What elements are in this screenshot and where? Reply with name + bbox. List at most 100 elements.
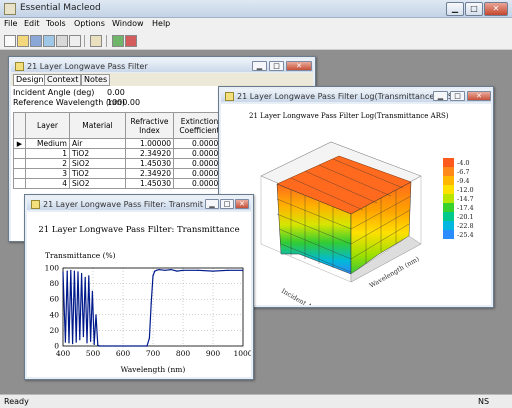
- series-point: [62, 271, 64, 273]
- series-point: [93, 343, 95, 346]
- trans-minimize-button[interactable]: ▁: [205, 199, 219, 209]
- series-point: [152, 275, 154, 277]
- column-header-material[interactable]: Material: [69, 112, 126, 139]
- y-ticks: 0 20 40 60 80 100: [45, 264, 60, 351]
- table-cell-layer[interactable]: 3: [25, 168, 70, 179]
- tab-design[interactable]: Design: [13, 74, 47, 86]
- log-maximize-button[interactable]: □: [450, 91, 465, 101]
- table-cell-material[interactable]: TiO2: [69, 168, 126, 179]
- y-axis-label: Transmittance (%): [45, 251, 116, 260]
- table-cell-index[interactable]: 1.00000: [125, 138, 174, 149]
- series-point: [91, 290, 93, 292]
- incident-angle-value[interactable]: 0.00: [107, 88, 125, 97]
- series-point: [156, 269, 158, 271]
- maximize-button[interactable]: □: [465, 2, 483, 16]
- design-minimize-button[interactable]: ▁: [252, 61, 267, 71]
- series-point: [79, 339, 81, 341]
- save-icon[interactable]: [30, 35, 42, 47]
- x-tick-label: 900: [206, 349, 221, 358]
- menu-edit[interactable]: Edit: [24, 19, 40, 28]
- series-point: [73, 270, 75, 272]
- menu-file[interactable]: File: [4, 19, 18, 28]
- reference-wavelength-value[interactable]: 1000.00: [107, 98, 141, 107]
- design-table: Layer Material Refractive Index Extincti…: [13, 112, 226, 189]
- log-window-titlebar: 21 Layer Longwave Pass Filter Log(Transm…: [221, 89, 491, 102]
- help-icon[interactable]: [125, 35, 137, 47]
- design-tabs: Design Context Notes: [11, 73, 313, 86]
- legend-swatch: [443, 158, 454, 167]
- column-header-extinction[interactable]: Extinction Coefficient: [173, 112, 226, 139]
- preview-icon[interactable]: [69, 35, 81, 47]
- legend-swatch: [443, 167, 454, 176]
- log-window-icon: [225, 92, 234, 101]
- table-cell-material[interactable]: SiO2: [69, 158, 126, 169]
- new-icon[interactable]: [4, 35, 16, 47]
- table-cell-material[interactable]: TiO2: [69, 148, 126, 159]
- legend-label: -17.4: [457, 204, 474, 212]
- tab-context[interactable]: Context: [44, 74, 82, 86]
- series-point: [97, 344, 99, 346]
- table-cell-layer[interactable]: 2: [25, 158, 70, 169]
- series-point: [77, 271, 79, 273]
- app-title: Essential Macleod: [20, 3, 101, 13]
- column-header-index[interactable]: Refractive Index: [125, 112, 174, 139]
- series-point: [150, 302, 152, 304]
- tab-notes[interactable]: Notes: [81, 74, 111, 86]
- trans-maximize-button[interactable]: □: [220, 199, 234, 209]
- series-point: [66, 270, 68, 272]
- legend-label: -6.7: [457, 168, 470, 176]
- series-point: [197, 269, 199, 271]
- trans-window-icon: [31, 200, 40, 209]
- trans-close-button[interactable]: ✕: [235, 199, 249, 209]
- row-header[interactable]: [13, 178, 26, 189]
- series-point: [99, 345, 101, 347]
- legend-swatch: [443, 194, 454, 203]
- legend-label: -14.7: [457, 195, 474, 203]
- design-close-button[interactable]: ✕: [286, 61, 312, 71]
- log-ars-window[interactable]: 21 Layer Longwave Pass Filter Log(Transm…: [218, 86, 494, 308]
- table-cell-layer[interactable]: 1: [25, 148, 70, 159]
- design-maximize-button[interactable]: □: [269, 61, 284, 71]
- table-cell-layer[interactable]: Medium: [25, 138, 70, 149]
- menu-options[interactable]: Options: [74, 19, 105, 28]
- open-icon[interactable]: [17, 35, 29, 47]
- menu-tools[interactable]: Tools: [46, 19, 66, 28]
- row-header[interactable]: [13, 168, 26, 179]
- row-header-corner: [13, 112, 26, 139]
- tools-icon[interactable]: [112, 35, 124, 47]
- table-cell-index[interactable]: 2.34920: [125, 168, 174, 179]
- app-titlebar: Essential Macleod ▁ □ ✕: [0, 0, 512, 18]
- column-header-layer[interactable]: Layer: [25, 112, 70, 139]
- trans-window-titlebar: 21 Layer Longwave Pass Filter: Transmitt…: [27, 197, 251, 210]
- series-point: [146, 345, 148, 347]
- legend-label: -9.4: [457, 177, 470, 185]
- row-header[interactable]: [13, 158, 26, 169]
- log-minimize-button[interactable]: ▁: [433, 91, 448, 101]
- menu-help[interactable]: Help: [152, 19, 171, 28]
- series-point: [148, 337, 150, 339]
- log-close-button[interactable]: ✕: [467, 91, 491, 101]
- close-button[interactable]: ✕: [484, 2, 508, 16]
- menu-window[interactable]: Window: [112, 19, 144, 28]
- legend-label: -12.0: [457, 186, 474, 194]
- table-cell-material[interactable]: SiO2: [69, 178, 126, 189]
- legend-label: -20.1: [457, 213, 474, 221]
- log-plot-area: 21 Layer Longwave Pass Filter Log(Transm…: [221, 104, 491, 305]
- design-window-icon: [15, 62, 24, 71]
- table-cell-material[interactable]: Air: [69, 138, 126, 149]
- table-cell-index[interactable]: 1.45030: [125, 178, 174, 189]
- table-cell-layer[interactable]: 4: [25, 178, 70, 189]
- legend-swatch: [443, 176, 454, 185]
- print-icon[interactable]: [56, 35, 68, 47]
- minimize-button[interactable]: ▁: [446, 2, 464, 16]
- transmittance-window[interactable]: 21 Layer Longwave Pass Filter: Transmitt…: [24, 194, 254, 380]
- y-tick-label: 0: [54, 342, 59, 351]
- cut-icon[interactable]: [90, 35, 102, 47]
- table-cell-index[interactable]: 1.45030: [125, 158, 174, 169]
- series-point: [176, 270, 178, 272]
- save-all-icon[interactable]: [43, 35, 55, 47]
- series-point: [81, 272, 83, 275]
- design-window-titlebar: 21 Layer Longwave Pass Filter ▁ □ ✕: [11, 59, 313, 72]
- row-header[interactable]: [13, 148, 26, 159]
- table-cell-index[interactable]: 2.34920: [125, 148, 174, 159]
